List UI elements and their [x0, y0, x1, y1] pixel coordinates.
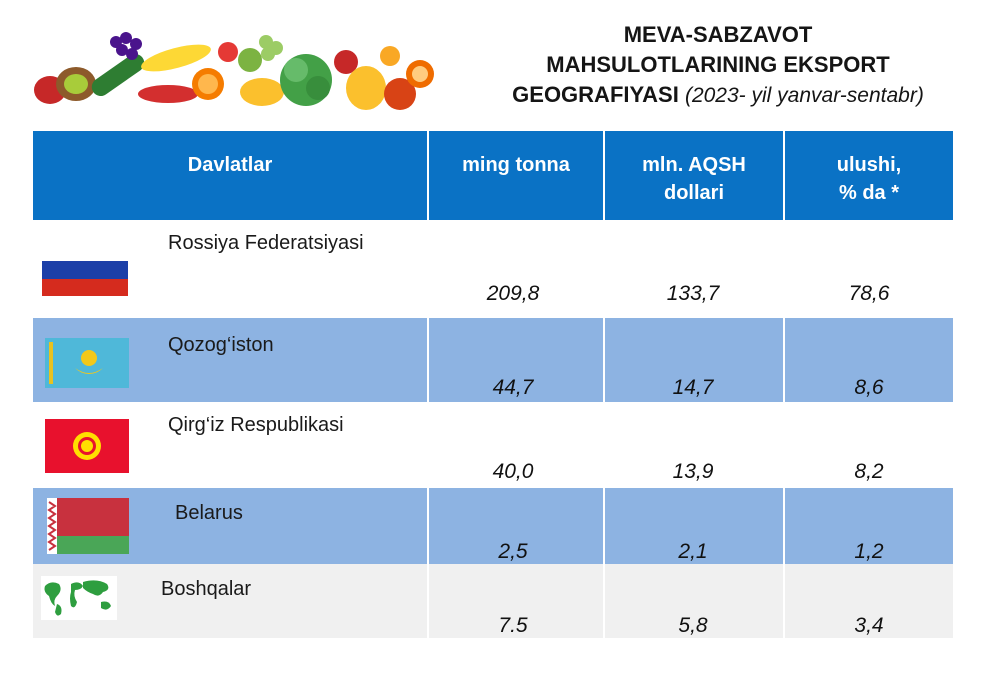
- header-tonnes-label: ming tonna: [462, 154, 570, 176]
- share-value: 3,4: [854, 614, 884, 637]
- share-value: 78,6: [848, 282, 890, 305]
- tonnes-value: 7.5: [498, 614, 528, 637]
- tonnes-value: 209,8: [486, 282, 540, 305]
- row-divider: [603, 318, 605, 402]
- usd-value: 14,7: [672, 376, 714, 399]
- world-map-icon: [41, 576, 117, 620]
- row-divider: [603, 564, 605, 638]
- russia-flag-icon: [42, 244, 128, 296]
- header-divider: [427, 131, 429, 220]
- title-line-3: GEOGRAFIYASI (2023- yil yanvar-sentabr): [462, 80, 974, 111]
- country-name: Boshqalar: [161, 578, 252, 600]
- table-header-row: Davlatlar ming tonna mln. AQSH dollari u…: [33, 131, 953, 220]
- header-share: ulushi, % da *: [785, 131, 953, 220]
- table-row: Belarus 2,5 2,1 1,2: [33, 488, 953, 564]
- header-share-label-1: ulushi,: [836, 153, 902, 176]
- table-row: Boshqalar 7.5 5,8 3,4: [33, 564, 953, 638]
- row-divider: [427, 318, 429, 402]
- header-divider: [603, 131, 605, 220]
- fruit-vegetable-banner-image: [34, 32, 434, 110]
- table-row: Qirg‘iz Respublikasi 40,0 13,9 8,2: [33, 402, 953, 488]
- usd-value: 2,1: [678, 540, 708, 563]
- row-divider: [427, 564, 429, 638]
- title-line-3-text: GEOGRAFIYASI: [512, 82, 679, 107]
- row-divider: [783, 564, 785, 638]
- header-usd-label-1: mln. AQSH: [642, 153, 746, 176]
- header-tonnes: ming tonna: [429, 131, 603, 220]
- usd-value: 13,9: [672, 460, 714, 483]
- header-usd-label-2: dollari: [663, 181, 724, 204]
- header-divider: [783, 131, 785, 220]
- tonnes-value: 40,0: [492, 460, 534, 483]
- share-value: 1,2: [854, 540, 884, 563]
- share-value: 8,2: [854, 460, 884, 483]
- usd-value: 133,7: [666, 282, 720, 305]
- header-share-label-2: % da *: [838, 181, 900, 204]
- country-name: Qozog‘iston: [168, 334, 274, 356]
- kazakhstan-flag-icon: [45, 338, 129, 388]
- title-line-2: MAHSULOTLARINING EKSPORT: [546, 52, 890, 77]
- share-value: 8,6: [854, 376, 884, 399]
- row-divider: [603, 488, 605, 564]
- header-countries: Davlatlar: [33, 131, 427, 220]
- country-name: Rossiya Federatsiyasi: [168, 232, 364, 254]
- table-row: Qozog‘iston 44,7 14,7 8,6: [33, 318, 953, 402]
- tonnes-value: 44,7: [492, 376, 534, 399]
- row-divider: [783, 488, 785, 564]
- title-line-1: MEVA-SABZAVOT: [623, 22, 813, 47]
- usd-value: 5,8: [678, 614, 708, 637]
- tonnes-value: 2,5: [498, 540, 528, 563]
- page-title: MEVA-SABZAVOT MAHSULOTLARINING EKSPORT G…: [462, 20, 974, 111]
- header-usd: mln. AQSH dollari: [605, 131, 783, 220]
- country-name: Qirg‘iz Respublikasi: [168, 414, 344, 436]
- country-name: Belarus: [175, 502, 243, 524]
- table-row: Rossiya Federatsiyasi 209,8 133,7 78,6: [33, 220, 953, 318]
- belarus-flag-icon: [47, 498, 129, 554]
- row-divider: [783, 318, 785, 402]
- title-subtitle: (2023- yil yanvar-sentabr): [684, 84, 924, 107]
- row-divider: [427, 488, 429, 564]
- header-countries-label: Davlatlar: [187, 154, 273, 176]
- kyrgyzstan-flag-icon: [45, 419, 129, 473]
- export-table: Davlatlar ming tonna mln. AQSH dollari u…: [33, 131, 953, 638]
